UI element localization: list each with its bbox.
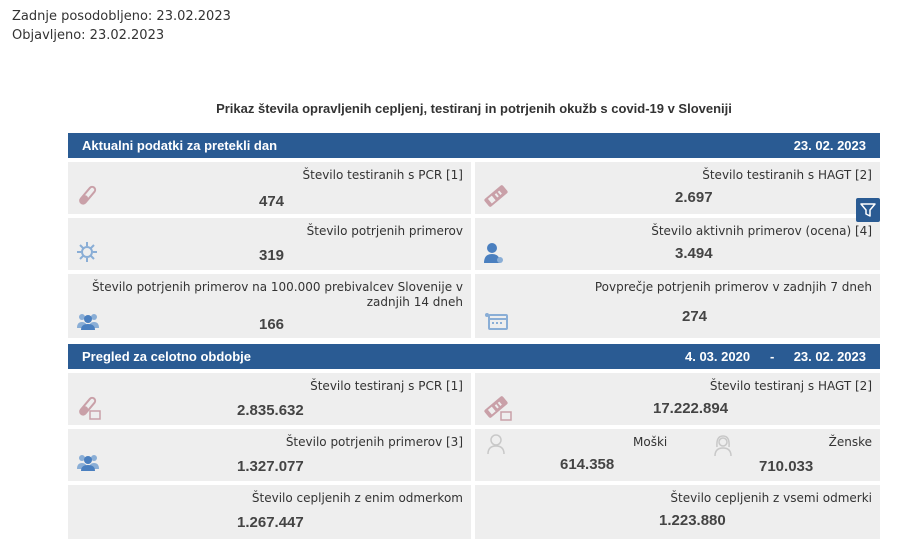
female-icon: [714, 435, 732, 457]
total-hagt-value: 17.222.894: [653, 400, 729, 417]
total-header-title: Pregled za celotno obdobje: [82, 349, 252, 364]
total-confirmed-label: Število potrjenih primerov [3]: [285, 435, 463, 449]
daily-header-date: 23. 02. 2023: [793, 138, 866, 153]
female-value: 710.033: [759, 458, 814, 475]
total-gender-card: Moški 614.358 Ženske 710.033: [475, 429, 880, 481]
total-date-to: 23. 02. 2023: [793, 349, 866, 364]
vacc-one-label: Število cepljenih z enim odmerkom: [251, 491, 463, 505]
daily-active-card: Število aktivnih primerov (ocena) [4] 3.…: [475, 218, 880, 270]
group-icon: [77, 455, 99, 471]
total-hagt-card: Število testiranj s HAGT [2] 17.222.894: [475, 373, 880, 425]
last-updated-text: Zadnje posodobljeno: 23.02.2023: [12, 9, 231, 24]
daily-pcr-label: Število testiranih s PCR [1]: [302, 168, 464, 182]
total-confirmed-card: Število potrjenih primerov [3] 1.327.077: [68, 429, 471, 481]
daily-per100k-label: Število potrjenih primerov na 100.000 pr…: [91, 280, 463, 309]
vacc-one-value: 1.267.447: [237, 514, 304, 531]
total-hagt-label: Število testiranj s HAGT [2]: [709, 379, 872, 393]
daily-per100k-card: Število potrjenih primerov na 100.000 pr…: [68, 274, 471, 338]
daily-pcr-value: 474: [259, 193, 285, 210]
filter-icon: [860, 203, 876, 217]
rapid-test-icon: [484, 185, 508, 207]
published-text: Objavljeno: 23.02.2023: [12, 28, 165, 43]
total-confirmed-value: 1.327.077: [237, 458, 304, 475]
total-pcr-value: 2.835.632: [237, 402, 304, 419]
group-icon: [77, 314, 99, 330]
daily-active-label: Število aktivnih primerov (ocena) [4]: [651, 224, 872, 238]
daily-confirmed-label: Število potrjenih primerov: [306, 224, 463, 238]
person-icon: [484, 243, 503, 263]
total-date-dash: -: [770, 349, 775, 364]
calendar-icon: [485, 313, 508, 330]
daily-hagt-value: 2.697: [675, 189, 713, 206]
test-tube-icon: [79, 396, 101, 420]
daily-pcr-card: Število testiranih s PCR [1] 474: [68, 162, 471, 214]
daily-avg7-label: Povprečje potrjenih primerov v zadnjih 7…: [594, 280, 872, 294]
daily-header-bar: Aktualni podatki za pretekli dan 23. 02.…: [68, 133, 880, 158]
daily-hagt-label: Število testiranih s HAGT [2]: [702, 168, 872, 182]
male-label: Moški: [633, 435, 668, 449]
male-value: 614.358: [560, 456, 615, 473]
total-vacc-all-card: Število cepljenih z vsemi odmerki 1.223.…: [475, 485, 880, 539]
male-icon: [487, 434, 505, 455]
total-vacc-one-card: Število cepljenih z enim odmerkom 1.267.…: [68, 485, 471, 539]
daily-avg7-value: 274: [682, 308, 708, 325]
daily-hagt-card: Število testiranih s HAGT [2] 2.697: [475, 162, 880, 214]
female-label: Ženske: [828, 435, 872, 449]
rapid-test-icon: [484, 396, 512, 421]
daily-active-value: 3.494: [675, 245, 713, 262]
daily-header-title: Aktualni podatki za pretekli dan: [82, 138, 278, 153]
vacc-all-value: 1.223.880: [659, 512, 726, 529]
daily-avg7-card: Povprečje potrjenih primerov v zadnjih 7…: [475, 274, 880, 338]
total-date-from: 4. 03. 2020: [685, 349, 751, 364]
vacc-all-label: Število cepljenih z vsemi odmerki: [670, 491, 872, 505]
daily-confirmed-card: Število potrjenih primerov 319: [68, 218, 471, 270]
filter-button[interactable]: [856, 198, 880, 222]
virus-icon: [77, 242, 97, 262]
total-pcr-label: Število testiranj s PCR [1]: [310, 379, 463, 393]
test-tube-icon: [79, 185, 97, 205]
total-pcr-card: Število testiranj s PCR [1] 2.835.632: [68, 373, 471, 425]
daily-per100k-value: 166: [259, 316, 285, 333]
daily-confirmed-value: 319: [259, 247, 285, 264]
total-header-bar: Pregled za celotno obdobje 4. 03. 2020 -…: [68, 344, 880, 369]
page-title: Prikaz števila opravljenih cepljenj, tes…: [216, 101, 732, 116]
